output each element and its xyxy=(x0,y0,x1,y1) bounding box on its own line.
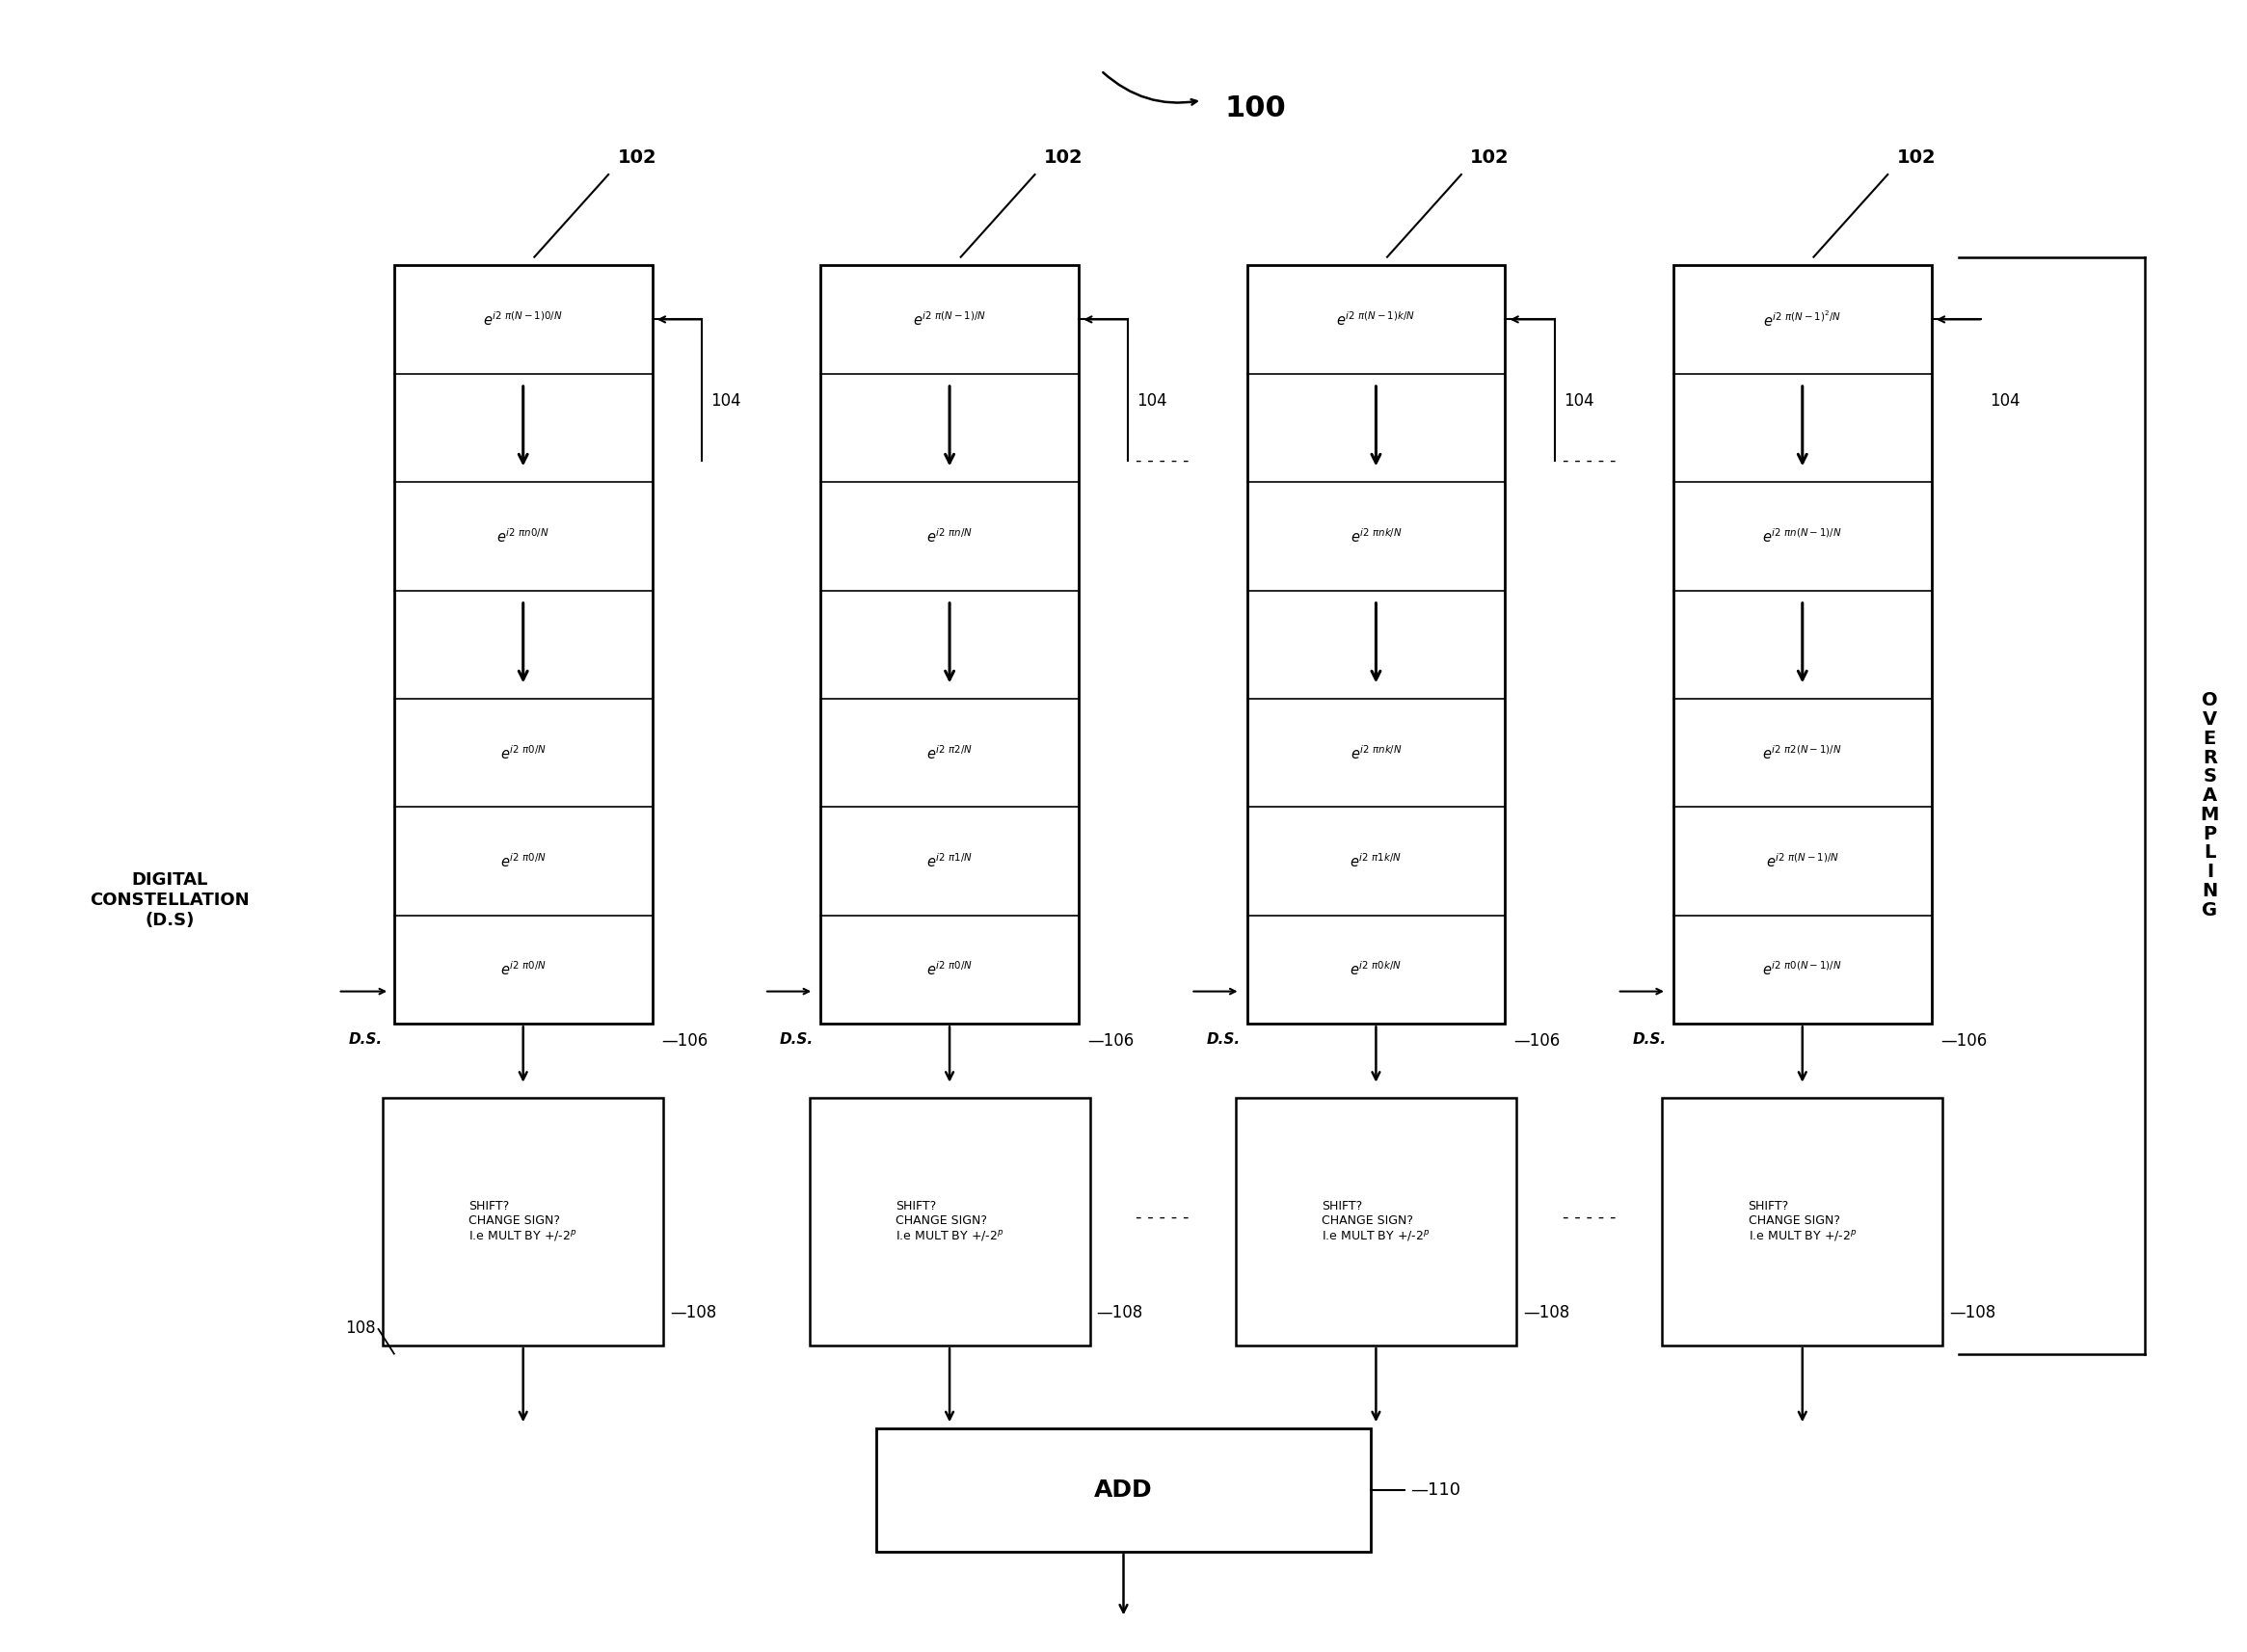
Text: $e^{i2\ \pi nk/N}$: $e^{i2\ \pi nk/N}$ xyxy=(1350,527,1402,545)
Text: SHIFT?
CHANGE SIGN?
I.e MULT BY +/-2$^p$: SHIFT? CHANGE SIGN? I.e MULT BY +/-2$^p$ xyxy=(470,1199,577,1244)
Text: $e^{i2\ \pi n0/N}$: $e^{i2\ \pi n0/N}$ xyxy=(497,527,548,545)
Text: $e^{i2\ \pi 0k/N}$: $e^{i2\ \pi 0k/N}$ xyxy=(1350,961,1402,978)
Text: D.S.: D.S. xyxy=(1207,1032,1240,1047)
Text: DIGITAL
CONSTELLATION
(D.S): DIGITAL CONSTELLATION (D.S) xyxy=(90,872,249,928)
Text: $e^{i2\ \pi(N-1)/N}$: $e^{i2\ \pi(N-1)/N}$ xyxy=(912,311,986,329)
Text: D.S.: D.S. xyxy=(348,1032,382,1047)
Text: $e^{i2\ \pi 0/N}$: $e^{i2\ \pi 0/N}$ xyxy=(501,852,546,871)
Text: - - - - -: - - - - - xyxy=(1562,451,1616,469)
Text: —110: —110 xyxy=(1411,1482,1461,1498)
Text: $e^{i2\ \pi(N-1)/N}$: $e^{i2\ \pi(N-1)/N}$ xyxy=(1766,852,1838,871)
Text: —108: —108 xyxy=(1950,1303,1995,1322)
Text: - - - - -: - - - - - xyxy=(1137,451,1189,469)
Text: —106: —106 xyxy=(1514,1032,1559,1049)
Text: —106: —106 xyxy=(1088,1032,1135,1049)
Text: —108: —108 xyxy=(1097,1303,1144,1322)
Bar xyxy=(820,266,1079,1024)
Bar xyxy=(1663,1099,1944,1345)
Text: D.S.: D.S. xyxy=(780,1032,813,1047)
Text: $e^{i2\ \pi 2/N}$: $e^{i2\ \pi 2/N}$ xyxy=(926,743,973,762)
Text: 102: 102 xyxy=(1896,149,1937,167)
Text: 104: 104 xyxy=(1137,392,1168,410)
Bar xyxy=(1674,266,1932,1024)
Text: —108: —108 xyxy=(1523,1303,1568,1322)
Text: $e^{i2\ \pi 0/N}$: $e^{i2\ \pi 0/N}$ xyxy=(501,961,546,978)
Text: $e^{i2\ \pi 0(N-1)/N}$: $e^{i2\ \pi 0(N-1)/N}$ xyxy=(1762,961,1843,978)
Text: 104: 104 xyxy=(1564,392,1593,410)
Text: 104: 104 xyxy=(1991,392,2020,410)
Text: $e^{i2\ \pi 1/N}$: $e^{i2\ \pi 1/N}$ xyxy=(926,852,973,871)
Text: 102: 102 xyxy=(1045,149,1083,167)
Text: $e^{i2\ \pi 2(N-1)/N}$: $e^{i2\ \pi 2(N-1)/N}$ xyxy=(1762,743,1843,762)
Text: $e^{i2\ \pi(N-1)^2/N}$: $e^{i2\ \pi(N-1)^2/N}$ xyxy=(1764,309,1843,329)
Bar xyxy=(393,266,652,1024)
Text: —108: —108 xyxy=(670,1303,717,1322)
Text: SHIFT?
CHANGE SIGN?
I.e MULT BY +/-2$^p$: SHIFT? CHANGE SIGN? I.e MULT BY +/-2$^p$ xyxy=(1748,1199,1856,1244)
Text: $e^{i2\ \pi 0/N}$: $e^{i2\ \pi 0/N}$ xyxy=(926,961,973,978)
Text: - - - - -: - - - - - xyxy=(1137,1209,1189,1226)
Text: ADD: ADD xyxy=(1094,1479,1153,1502)
Text: $e^{i2\ \pi n(N-1)/N}$: $e^{i2\ \pi n(N-1)/N}$ xyxy=(1762,527,1843,545)
Text: —106: —106 xyxy=(1941,1032,1986,1049)
Text: $e^{i2\ \pi n/N}$: $e^{i2\ \pi n/N}$ xyxy=(926,527,973,545)
Bar xyxy=(1236,1099,1517,1345)
Text: $e^{i2\ \pi 0/N}$: $e^{i2\ \pi 0/N}$ xyxy=(501,743,546,762)
Text: O
V
E
R
S
A
M
P
L
I
N
G: O V E R S A M P L I N G xyxy=(2200,692,2220,919)
Text: $e^{i2\ \pi(N-1)0/N}$: $e^{i2\ \pi(N-1)0/N}$ xyxy=(483,311,564,329)
Text: —106: —106 xyxy=(661,1032,708,1049)
Bar xyxy=(809,1099,1090,1345)
Text: $e^{i2\ \pi nk/N}$: $e^{i2\ \pi nk/N}$ xyxy=(1350,743,1402,762)
Text: - - - - -: - - - - - xyxy=(1562,1209,1616,1226)
Text: SHIFT?
CHANGE SIGN?
I.e MULT BY +/-2$^p$: SHIFT? CHANGE SIGN? I.e MULT BY +/-2$^p$ xyxy=(894,1199,1004,1244)
Text: 104: 104 xyxy=(710,392,742,410)
Bar xyxy=(382,1099,663,1345)
Bar xyxy=(876,1427,1371,1551)
Bar xyxy=(1247,266,1505,1024)
Text: D.S.: D.S. xyxy=(1634,1032,1667,1047)
Text: SHIFT?
CHANGE SIGN?
I.e MULT BY +/-2$^p$: SHIFT? CHANGE SIGN? I.e MULT BY +/-2$^p$ xyxy=(1321,1199,1429,1244)
Text: 108: 108 xyxy=(346,1320,375,1336)
Text: 102: 102 xyxy=(1470,149,1510,167)
Text: 100: 100 xyxy=(1225,94,1285,122)
Text: 102: 102 xyxy=(618,149,656,167)
Text: $e^{i2\ \pi(N-1)k/N}$: $e^{i2\ \pi(N-1)k/N}$ xyxy=(1337,311,1416,329)
Text: $e^{i2\ \pi 1k/N}$: $e^{i2\ \pi 1k/N}$ xyxy=(1350,852,1402,871)
